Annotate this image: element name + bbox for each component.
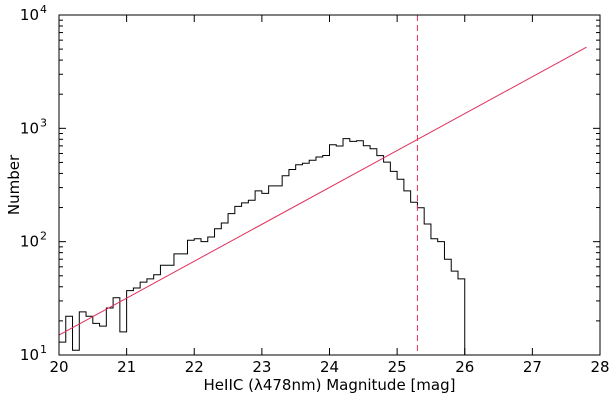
histogram-bin: [424, 224, 431, 355]
histogram-bin: [73, 350, 80, 355]
histogram-bin: [330, 145, 337, 355]
histogram-bin: [120, 332, 127, 355]
histogram-bin: [59, 342, 66, 355]
histogram-bin: [79, 312, 86, 355]
histogram-bin: [431, 239, 438, 355]
x-tick-label: 25: [388, 358, 407, 376]
histogram-bin: [309, 160, 316, 355]
histogram-bin: [323, 155, 330, 355]
x-tick-label: 22: [185, 358, 204, 376]
x-tick-label: 26: [455, 358, 474, 376]
histogram-bin: [370, 149, 377, 355]
histogram-bin: [255, 191, 262, 355]
y-tick-exponent: 4: [40, 3, 47, 16]
histogram-bin: [438, 242, 445, 355]
histogram-bin: [140, 282, 147, 355]
histogram-bin: [167, 265, 174, 355]
histogram-bin: [86, 316, 93, 355]
y-tick-label: 10: [20, 6, 39, 24]
histogram-bin: [242, 203, 249, 355]
histogram-bin: [397, 179, 404, 355]
plot-area: [59, 15, 587, 355]
y-axis-label: Number: [5, 154, 23, 215]
histogram-bin: [248, 200, 255, 355]
x-tick-label: 24: [320, 358, 339, 376]
histogram-bin: [106, 308, 113, 355]
histogram-bin: [113, 298, 120, 355]
histogram-bin: [316, 157, 323, 355]
x-axis-label: HeIIC (λ478nm) Magnitude [mag]: [204, 376, 456, 394]
histogram-bin: [235, 206, 242, 355]
histogram-bin: [93, 323, 100, 355]
histogram-bin: [215, 229, 222, 355]
histogram-bin: [296, 165, 303, 355]
histogram-bin: [127, 291, 134, 355]
y-tick-label: 10: [20, 346, 39, 364]
histogram-bin: [411, 202, 418, 355]
fit-line: [59, 46, 587, 336]
histogram-bin: [357, 141, 364, 355]
histogram-bin: [377, 156, 384, 355]
histogram-bin: [282, 176, 289, 355]
histogram-bin: [275, 186, 282, 355]
histogram-bin: [343, 139, 350, 355]
x-tick-label: 27: [523, 358, 542, 376]
histogram-bin: [417, 208, 424, 355]
plot-layer: [59, 15, 587, 355]
y-tick-exponent: 2: [40, 230, 47, 243]
histogram-bin: [458, 279, 465, 355]
y-tick-exponent: 3: [40, 116, 47, 129]
histogram-bin: [228, 214, 235, 355]
histogram-bin: [194, 239, 201, 355]
histogram-bin: [384, 162, 391, 355]
histogram-bin: [444, 259, 451, 355]
histogram-bin: [390, 171, 397, 355]
histogram-bin: [269, 186, 276, 355]
x-tick-label: 28: [590, 358, 609, 376]
y-tick-label: 10: [20, 233, 39, 251]
histogram-bin: [404, 191, 411, 355]
x-tick-label: 23: [252, 358, 271, 376]
histogram-bin: [147, 279, 154, 355]
histogram-bin: [100, 326, 107, 355]
histogram-bin: [451, 271, 458, 355]
x-tick-label: 20: [49, 358, 68, 376]
histogram-bin: [289, 170, 296, 355]
y-tick-label: 10: [20, 119, 39, 137]
histogram-bin: [208, 237, 215, 355]
histogram-series: [59, 138, 466, 355]
histogram-bin: [133, 288, 140, 355]
histogram-bin: [262, 193, 269, 355]
histogram-bin: [66, 316, 73, 355]
histogram-bin: [154, 275, 161, 355]
histogram-bin: [181, 254, 188, 355]
histogram-bin: [363, 146, 370, 355]
histogram-bin: [302, 163, 309, 355]
x-tick-label: 21: [117, 358, 136, 376]
histogram-bin: [336, 146, 343, 355]
histogram-bin: [201, 242, 208, 355]
y-tick-exponent: 1: [40, 343, 47, 356]
histogram-bin: [187, 240, 194, 355]
